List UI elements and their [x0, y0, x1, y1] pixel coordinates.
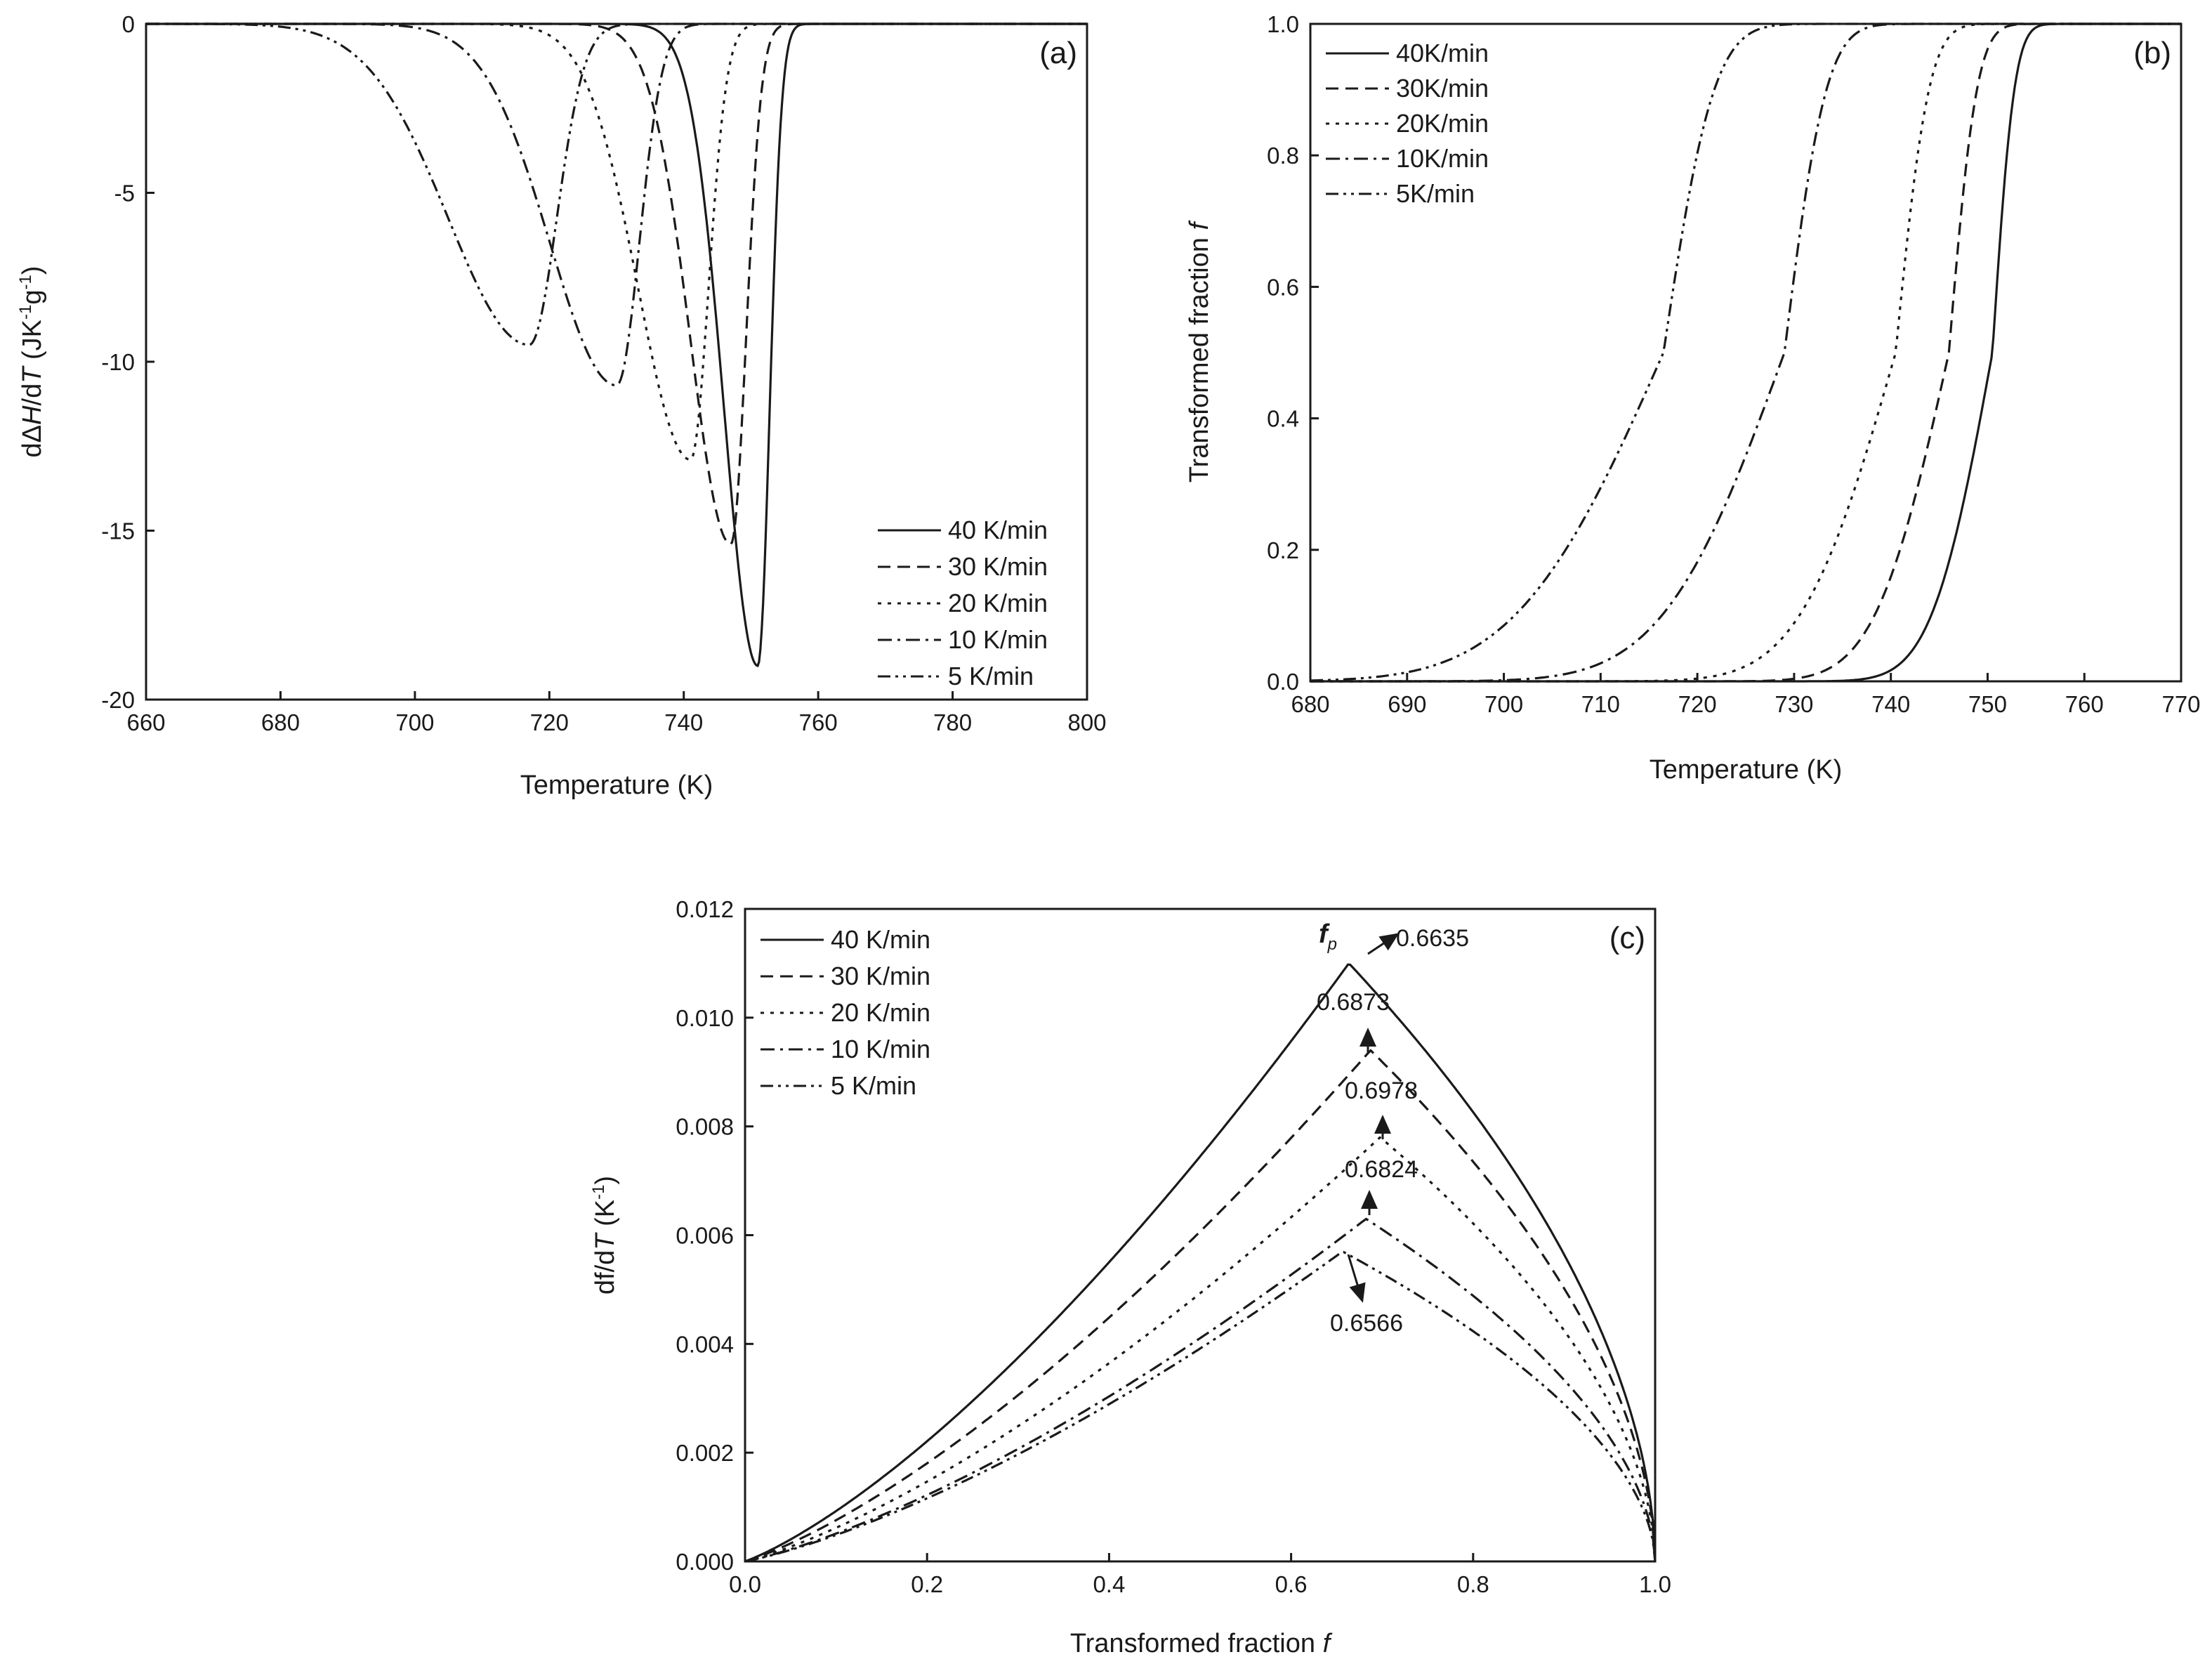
- x-tick-label: 800: [1067, 709, 1106, 735]
- legend-label: 40 K/min: [831, 925, 930, 954]
- x-tick-label: 780: [933, 709, 972, 735]
- y-tick-label: 0.2: [1267, 537, 1299, 563]
- y-tick-label: 0.010: [676, 1005, 734, 1031]
- peak-annotation: 0.6566: [1330, 1310, 1403, 1337]
- x-tick-label: 720: [530, 709, 569, 735]
- series-line: [744, 1049, 1657, 1563]
- y-tick-label: 0.006: [676, 1223, 734, 1249]
- x-tick-label: 720: [1678, 691, 1717, 717]
- legend-label: 5 K/min: [948, 662, 1034, 690]
- peak-annotation: 0.6824: [1345, 1156, 1418, 1183]
- peak-annotation: 0.6978: [1345, 1077, 1418, 1104]
- legend-label: 20 K/min: [948, 589, 1048, 617]
- peak-arrow: [1367, 933, 1400, 955]
- y-tick-label: -10: [101, 349, 135, 375]
- series-line: [744, 1217, 1657, 1563]
- y-tick-label: 0.002: [676, 1440, 734, 1466]
- legend-label: 10 K/min: [948, 625, 1048, 654]
- legend-label: 30K/min: [1396, 74, 1489, 103]
- x-tick-label: 770: [2161, 691, 2200, 717]
- y-tick-label: 0.004: [676, 1331, 734, 1357]
- panel-label: (c): [1609, 921, 1645, 955]
- chart-c: 0.0 0.2 0.4 0.6 0.8 1.0 0.000 0.002 0.004 0.006 0.…: [589, 896, 1671, 1658]
- x-tick-label: 760: [799, 709, 838, 735]
- legend-label: 20 K/min: [831, 998, 930, 1027]
- y-tick-label: 0.8: [1267, 143, 1299, 169]
- x-tick-label: 700: [395, 709, 434, 735]
- legend-label: 10 K/min: [831, 1035, 930, 1063]
- y-axis-label: df/dT (K-1): [589, 1176, 620, 1295]
- series-line: [744, 1136, 1657, 1563]
- chart-a: 660 680 700 720 740 760 780 800 0 -5 -10 -15 -20 (a) 4…: [16, 11, 1107, 800]
- x-axis-label: Temperature (K): [520, 771, 713, 800]
- x-tick-label: 0.4: [1093, 1571, 1125, 1597]
- x-tick-label: 740: [664, 709, 703, 735]
- x-tick-label: 710: [1581, 691, 1620, 717]
- x-tick-label: 1.0: [1639, 1571, 1671, 1597]
- y-axis-label: Transformed fraction f: [1185, 220, 1214, 483]
- legend-label: 10K/min: [1396, 144, 1489, 173]
- y-tick-label: 0: [122, 11, 135, 37]
- peak-symbol: fp: [1319, 919, 1337, 954]
- y-tick-label: -5: [114, 181, 135, 207]
- x-tick-label: 700: [1484, 691, 1523, 717]
- legend-label: 40K/min: [1396, 39, 1489, 67]
- x-tick-label: 750: [1968, 691, 2007, 717]
- series-line: [146, 22, 1087, 346]
- x-tick-label: 760: [2065, 691, 2104, 717]
- panel-label: (a): [1039, 36, 1077, 70]
- peak-annotation: 0.6635: [1396, 925, 1469, 952]
- y-tick-label: -20: [101, 687, 135, 713]
- chart-b: 680 690 700 710 720 730 740 750 760 770 0.0 0.2 0.4 0…: [1185, 11, 2201, 785]
- y-tick-label: 1.0: [1267, 11, 1299, 37]
- y-tick-label: 0.0: [1267, 669, 1299, 695]
- panel-label: (b): [2133, 36, 2171, 70]
- x-tick-label: 0.2: [911, 1571, 943, 1597]
- x-tick-label: 680: [261, 709, 300, 735]
- y-tick-label: 0.4: [1267, 406, 1299, 432]
- y-tick-label: 0.000: [676, 1549, 734, 1575]
- y-tick-label: -15: [101, 518, 135, 544]
- series-line: [1310, 22, 2181, 683]
- peak-annotation: 0.6873: [1317, 989, 1390, 1016]
- x-tick-label: 0.8: [1457, 1571, 1489, 1597]
- x-tick-label: 740: [1871, 691, 1910, 717]
- legend-label: 20K/min: [1396, 109, 1489, 138]
- x-tick-label: 660: [126, 709, 165, 735]
- y-tick-label: 0.6: [1267, 274, 1299, 300]
- y-axis-label: dΔH/dT (JK-1g-1): [16, 266, 47, 458]
- x-tick-label: 0.0: [729, 1571, 761, 1597]
- legend-label: 30 K/min: [948, 552, 1048, 581]
- x-axis-label: Temperature (K): [1650, 755, 1843, 785]
- x-tick-label: 730: [1775, 691, 1813, 717]
- legend-label: 40 K/min: [948, 516, 1048, 544]
- series-line: [1310, 22, 2181, 682]
- x-tick-label: 690: [1388, 691, 1426, 717]
- y-tick-label: 0.012: [676, 896, 734, 922]
- series-line: [744, 963, 1657, 1563]
- legend-label: 5 K/min: [831, 1071, 916, 1100]
- x-tick-label: 0.6: [1275, 1571, 1308, 1597]
- peak-arrow: [1347, 1254, 1366, 1303]
- legend-label: 5K/min: [1396, 179, 1475, 208]
- y-tick-label: 0.008: [676, 1114, 734, 1140]
- x-axis-label: Transformed fraction f: [1070, 1629, 1333, 1658]
- series-line: [744, 1250, 1657, 1563]
- legend-label: 30 K/min: [831, 962, 930, 990]
- x-tick-label: 680: [1291, 691, 1329, 717]
